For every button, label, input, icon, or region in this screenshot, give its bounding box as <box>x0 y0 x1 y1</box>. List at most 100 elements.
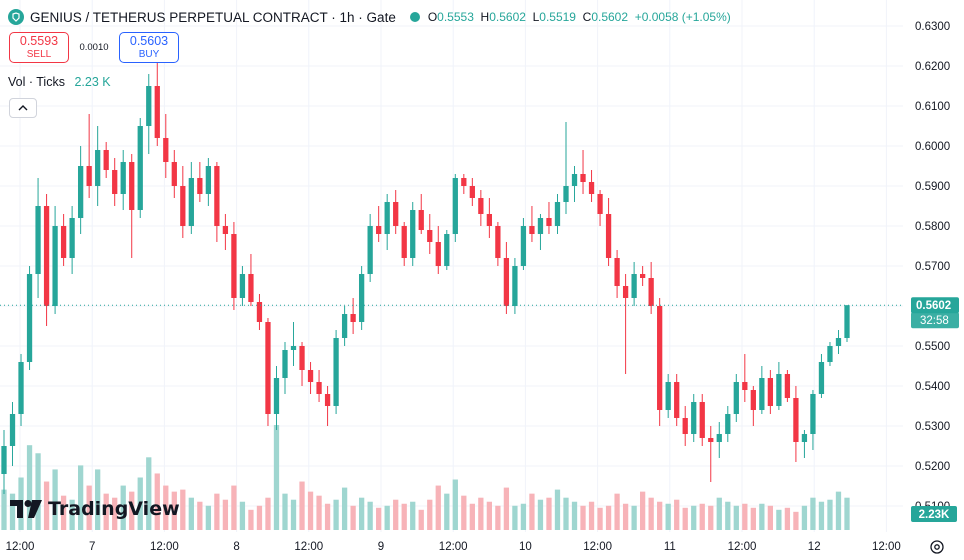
close-label: C <box>582 10 592 24</box>
candle-body <box>461 178 467 186</box>
volume-bar <box>478 497 484 530</box>
volume-bar <box>60 495 67 530</box>
y-tick-label: 0.6000 <box>915 141 950 153</box>
volume-badge: 2.23K <box>911 506 957 522</box>
sell-button[interactable]: 0.5593 SELL <box>9 32 69 63</box>
candle-body <box>341 314 348 338</box>
x-tick-label: 11 <box>664 541 676 553</box>
candle-body <box>129 162 135 210</box>
candle-body <box>307 370 314 382</box>
candle-body <box>708 438 714 442</box>
tradingview-logo[interactable]: TradingView <box>10 498 180 520</box>
x-tick-label: 12 <box>808 541 821 553</box>
volume-bar <box>733 505 739 530</box>
volume-bar <box>461 495 467 530</box>
tradingview-logo-icon <box>10 500 42 518</box>
y-tick-label: 0.5700 <box>915 261 950 273</box>
volume-bar <box>273 425 280 530</box>
volume-bar <box>95 469 101 530</box>
symbol-header[interactable]: GENIUS / TETHERUS PERPETUAL CONTRACT · 1… <box>8 7 731 27</box>
open-label: O <box>427 10 438 24</box>
volume-bar <box>410 501 416 530</box>
volume-bar <box>665 503 671 530</box>
volume-bar <box>401 503 407 530</box>
candle-body <box>1 446 7 474</box>
candle-body <box>699 402 705 438</box>
candle-body <box>512 266 518 306</box>
volume-bar <box>324 503 331 530</box>
volume-bar <box>648 497 654 530</box>
collapse-legend-button[interactable] <box>9 98 37 118</box>
volume-bar <box>512 505 518 530</box>
volume-bar <box>759 503 765 530</box>
volume-bar <box>282 493 288 530</box>
candle-body <box>563 186 569 202</box>
spread-value: 0.0010 <box>79 42 109 53</box>
candle-body <box>554 202 561 226</box>
candle-body <box>9 414 16 446</box>
candle-body <box>691 402 697 434</box>
candle-body <box>154 86 160 138</box>
x-tick-label: 12:00 <box>872 541 901 553</box>
volume-bar <box>239 501 246 530</box>
candle-body <box>205 166 212 194</box>
candle-body <box>26 274 33 362</box>
candle-body <box>273 378 280 414</box>
candle-body <box>86 166 92 186</box>
candle-body <box>725 414 731 434</box>
volume-bar <box>827 499 833 530</box>
volume-legend[interactable]: Vol · Ticks 2.23 K <box>8 75 111 89</box>
volume-bar <box>358 497 365 530</box>
volume-bar <box>597 507 603 530</box>
volume-bar <box>197 501 203 530</box>
volume-bar <box>341 487 348 530</box>
candle-body <box>622 286 629 298</box>
volume-bar <box>452 479 458 530</box>
volume-bar <box>171 491 177 530</box>
volume-bar <box>222 499 229 530</box>
candles <box>1 58 850 494</box>
volume-bar <box>367 501 373 530</box>
candle-body <box>818 362 825 394</box>
volume-bar <box>214 493 220 530</box>
buy-label: BUY <box>138 48 160 60</box>
candle-body <box>767 378 774 406</box>
candle-body <box>742 382 748 390</box>
volume-bar <box>188 497 194 530</box>
volume-bar <box>580 505 586 530</box>
volume-bar <box>844 497 850 530</box>
volume-bar <box>427 499 433 530</box>
candle-body <box>290 346 297 350</box>
volume-bar <box>469 503 475 530</box>
volume-bar <box>622 503 629 530</box>
price-axis[interactable]: 0.6300 0.6200 0.6100 0.6000 0.5900 0.5800 0.57… <box>915 21 950 513</box>
candle-body <box>418 210 424 230</box>
volume-bar <box>691 505 697 530</box>
volume-bar <box>810 497 816 530</box>
candle-body <box>316 382 322 394</box>
open-value: 0.5553 <box>437 10 474 24</box>
y-tick-label: 0.6300 <box>915 21 950 33</box>
candle-body <box>393 202 399 226</box>
candle-body <box>844 305 850 338</box>
candle-body <box>163 138 169 162</box>
candle-body <box>665 382 671 410</box>
volume-bar <box>35 453 41 530</box>
volume-bar <box>333 499 339 530</box>
settings-gear-icon[interactable] <box>928 538 946 556</box>
low-value: 0.5519 <box>539 10 576 24</box>
volume-bar <box>9 493 16 530</box>
volume-bar <box>503 487 510 530</box>
time-axis[interactable]: 12:00 7 12:00 8 12:00 9 12:00 10 12:00 11 12:00 12 1… <box>6 541 901 553</box>
candle-body <box>35 206 41 274</box>
buy-button[interactable]: 0.5603 BUY <box>119 32 179 63</box>
candle-body <box>435 242 441 266</box>
volume-bar <box>256 505 263 530</box>
y-tick-label: 0.5200 <box>915 461 950 473</box>
market-status-icon[interactable] <box>409 12 420 22</box>
volume-bar <box>614 493 620 530</box>
volume-bar <box>639 491 646 530</box>
candle-body <box>571 174 578 186</box>
candle-body <box>776 374 782 406</box>
